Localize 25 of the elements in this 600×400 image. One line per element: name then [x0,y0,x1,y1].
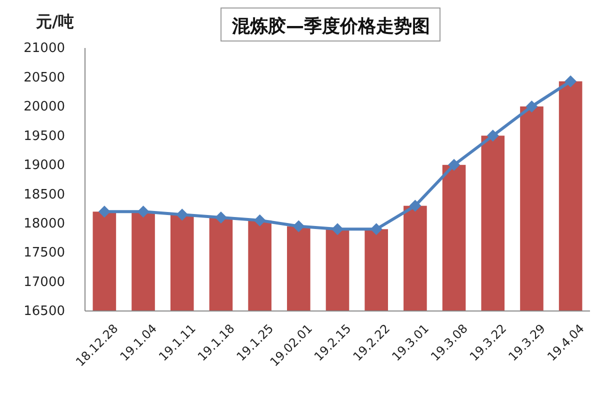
point [448,158,460,171]
point [564,75,577,88]
point [98,206,110,218]
point [137,206,150,218]
point [486,130,499,142]
point [176,208,188,221]
point [214,211,227,224]
y-tick-label: 19000 [24,158,65,174]
y-tick-label: 20000 [24,100,65,115]
point [332,223,344,236]
point [409,200,422,212]
y-tick-label: 16500 [24,304,65,320]
point [526,100,538,112]
y-tick-label: 17500 [24,246,65,261]
y-tick-label: 19500 [24,128,65,144]
y-tick-label: 21000 [24,41,65,56]
y-tick-label: 20500 [24,70,65,86]
point [292,220,305,232]
chart-title: 混炼胶—季度价格走势图 [231,16,430,37]
y-tick-label: 18000 [24,216,65,232]
y-tick-label: 18500 [24,187,65,202]
y-tick-label: 17000 [24,274,65,290]
point [370,223,382,236]
y-axis-title: 元/吨 [35,12,74,31]
point [254,214,266,226]
